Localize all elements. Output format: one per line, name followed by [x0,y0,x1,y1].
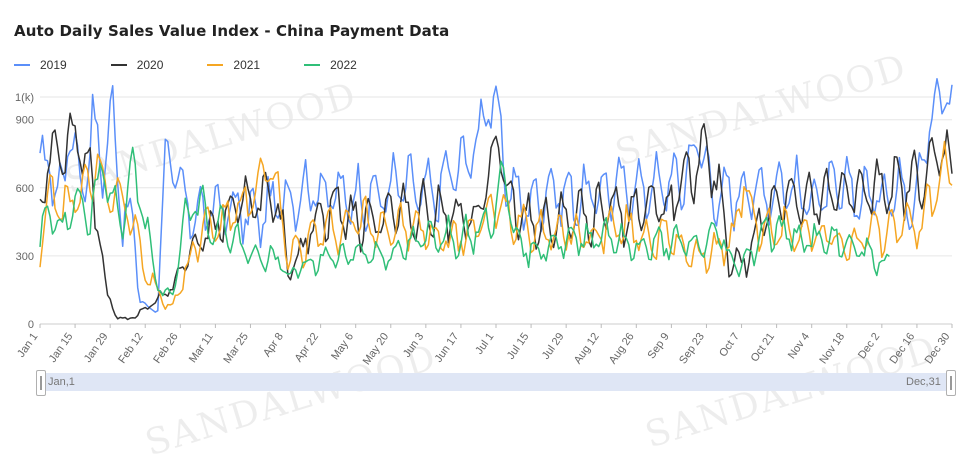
x-tick-label: Mar 11 [187,331,216,365]
x-tick-label: Jul 29 [540,331,567,362]
line-chart: 0 300 600 900 1(k) Jan 1 Jan 15 Jan 29 Feb 12 Feb… [15,78,953,367]
y-axis-unit-label: 1(k) [15,92,34,104]
chart-legend: 2019 2020 2021 2022 [14,58,401,72]
x-tick-label: Jan 29 [82,331,111,365]
legend-swatch-2021 [207,64,224,66]
slider-start-label: Jan,1 [48,376,75,388]
x-tick-label: Feb 26 [151,331,180,366]
y-tick-label: 0 [28,319,34,331]
y-tick-label: 600 [16,183,34,195]
x-tick-label: Jun 3 [401,331,426,360]
legend-label-2019: 2019 [40,58,67,72]
slider-handle-end[interactable] [946,370,956,396]
x-tick-label: Apr 22 [293,331,321,364]
x-tick-label: Aug 12 [572,331,602,366]
y-tick-label: 300 [16,251,34,263]
x-tick-label: Nov 4 [786,331,812,361]
x-tick-label: Apr 8 [261,331,286,359]
x-tick-label: May 6 [329,331,356,362]
chart-title: Auto Daily Sales Value Index - China Pay… [14,22,450,40]
legend-label-2020: 2020 [136,58,164,72]
series-line-2019 [39,78,953,313]
x-tick-label: Dec 16 [888,331,918,366]
legend-item-2021[interactable]: 2021 [207,58,260,72]
y-tick-label: 900 [16,115,34,127]
date-range-slider-track[interactable] [40,373,952,391]
x-tick-label: Nov 18 [817,331,847,366]
x-tick-label: Jun 17 [433,331,462,365]
x-tick-label: May 20 [361,331,392,367]
legend-swatch-2019 [14,64,30,66]
x-tick-label: Jan 1 [15,331,40,360]
x-tick-label: Sep 9 [646,331,672,361]
x-tick-label: Oct 7 [717,331,742,359]
legend-swatch-2020 [110,64,127,66]
x-tick-label: Oct 21 [749,331,777,364]
x-tick-label: Jan 15 [47,331,76,365]
legend-item-2022[interactable]: 2022 [304,58,357,72]
slider-handle-start[interactable] [36,370,46,396]
x-tick-label: Jul 1 [473,331,496,357]
series-line-2021 [39,140,953,310]
legend-swatch-2022 [304,64,321,66]
slider-end-label: Dec,31 [906,376,941,388]
x-tick-label: Dec 30 [923,331,953,366]
legend-item-2020[interactable]: 2020 [110,58,164,72]
x-tick-label: Sep 23 [677,331,707,366]
x-tick-label: Dec 2 [856,331,882,361]
x-tick-label: Aug 26 [607,331,637,366]
x-tick-label: Jul 15 [505,331,532,362]
x-tick-label: Mar 25 [221,331,250,366]
legend-label-2021: 2021 [233,58,261,72]
series-line-2020 [39,112,953,321]
legend-item-2019[interactable]: 2019 [14,58,67,72]
x-tick-label: Feb 12 [116,331,145,366]
legend-label-2022: 2022 [330,58,357,72]
series-line-2022 [39,146,890,297]
